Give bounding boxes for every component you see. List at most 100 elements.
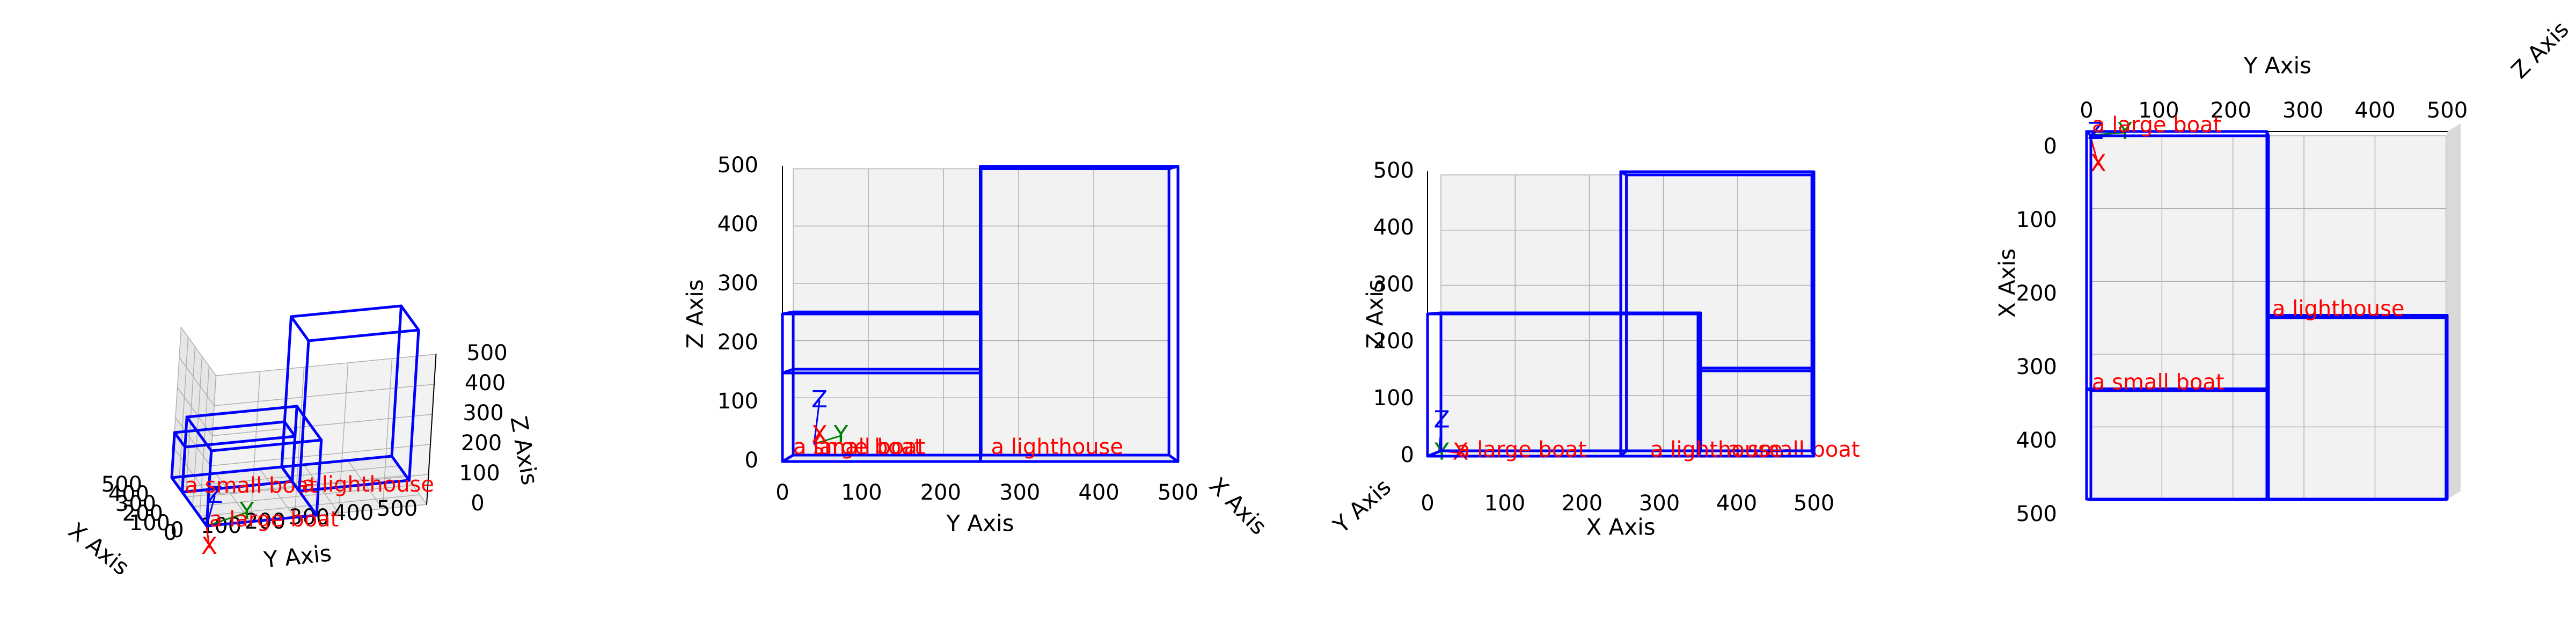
box-label: a large boat <box>1457 437 1586 462</box>
box-edge <box>173 420 286 434</box>
box-edge <box>400 304 420 332</box>
box-edge <box>298 339 310 493</box>
depth-axis-title: Z Axis <box>2506 16 2574 84</box>
z-tick-label: 200 <box>461 431 502 456</box>
grid-line <box>215 354 437 376</box>
box-edge <box>979 453 983 463</box>
box-edge <box>185 405 298 419</box>
box-edge <box>408 328 420 482</box>
box-edge <box>298 479 411 493</box>
vertical-tick-label: 0 <box>745 448 758 473</box>
vertical-tick-label: 0 <box>2044 134 2057 159</box>
box-label: a large boat <box>2092 113 2221 137</box>
box-edge <box>781 453 795 463</box>
vertical-axis-title: X Axis <box>1994 248 2021 318</box>
box-edge <box>1167 453 1180 463</box>
horizontal-tick-label: 200 <box>1562 491 1602 516</box>
box-edge <box>1426 449 1443 458</box>
box-edge <box>2265 130 2270 137</box>
vertical-tick-label: 400 <box>718 212 758 237</box>
horizontal-tick-label: 0 <box>1421 491 1434 516</box>
horizontal-axis-title: Y Axis <box>2243 53 2311 79</box>
box-edge <box>1696 367 1702 372</box>
vertical-tick-label: 200 <box>718 330 758 355</box>
horizontal-tick-label: 100 <box>841 480 882 505</box>
box-edge <box>1696 311 1702 316</box>
grid-line <box>180 327 217 376</box>
vertical-tick-label: 400 <box>1373 215 1414 240</box>
vertical-axis-title: Z Axis <box>1362 279 1388 348</box>
z-direction-label: Z <box>811 386 828 413</box>
box-edge <box>307 328 420 342</box>
vertical-axis-title: Z Axis <box>682 279 708 348</box>
subplot-side-view: 0 100 200 300 400 500 0 100 200 300 400 500 X Axis Z … <box>1328 158 1860 540</box>
box-edge <box>283 420 297 438</box>
vertical-tick-label: 300 <box>2016 355 2057 379</box>
y-direction-arrow <box>206 511 248 527</box>
box-edge <box>205 514 318 528</box>
y-tick-label: 400 <box>333 501 374 525</box>
horizontal-tick-label: 300 <box>2282 98 2323 123</box>
box-edge <box>1426 311 1443 316</box>
box-edge <box>170 431 176 479</box>
box-label: a lighthouse <box>1650 437 1783 462</box>
x-tick-label: 300 <box>115 492 156 516</box>
box-edge <box>295 405 323 442</box>
box-edge <box>781 368 795 375</box>
horizontal-tick-label: 400 <box>1078 480 1119 505</box>
vertical-tick-label: 0 <box>1401 443 1414 467</box>
grid-line <box>177 387 213 436</box>
box-edge <box>781 310 795 316</box>
box-edge <box>280 315 292 469</box>
z-axis-title: Z Axis <box>505 414 543 487</box>
horizontal-tick-label: 200 <box>920 480 961 505</box>
y-direction-arrow <box>813 435 842 445</box>
vertical-tick-label: 200 <box>2016 281 2057 306</box>
horizontal-tick-label: 0 <box>2080 98 2093 123</box>
vertical-tick-label: 400 <box>2016 428 2057 453</box>
subplot-front-view: 0 100 200 300 400 500 0 100 200 300 400 500 Y Axis Z … <box>682 153 1272 540</box>
box-edge <box>390 455 411 482</box>
depth-axis-title: Y Axis <box>1328 473 1396 538</box>
vertical-tick-label: 300 <box>1373 272 1414 297</box>
box-edge <box>979 165 983 170</box>
grid-line <box>259 469 295 518</box>
grid-line <box>214 384 435 406</box>
box-edge <box>170 465 283 479</box>
box-label: a lighthouse <box>991 435 1124 459</box>
x-tick-label: 0 <box>164 521 177 545</box>
vertical-tick-label: 100 <box>1373 386 1414 411</box>
box-edge <box>2265 314 2270 319</box>
horizontal-tick-label: 300 <box>999 480 1040 505</box>
box-label: a small boat <box>185 473 318 498</box>
y-axis-title: Y Axis <box>262 540 333 573</box>
box-edge <box>184 435 297 449</box>
box-edge <box>1619 449 1628 458</box>
box-edge <box>315 438 323 517</box>
z-tick-label: 0 <box>471 491 484 516</box>
x-direction-label: X <box>811 421 828 448</box>
horizontal-tick-label: 500 <box>2427 98 2468 123</box>
box-label: a lighthouse <box>2272 297 2405 321</box>
box-edge <box>2445 314 2449 319</box>
box-edge <box>280 465 301 493</box>
box-edge <box>1167 165 1180 170</box>
box-edge <box>1810 449 1816 458</box>
depth-axis-title: X Axis <box>1204 472 1272 540</box>
box-edge <box>390 304 402 458</box>
horizontal-tick-label: 400 <box>2354 98 2395 123</box>
x-tick-label: 400 <box>108 482 149 507</box>
z-tick-label: 400 <box>465 371 506 396</box>
horizontal-tick-label: 200 <box>2211 98 2251 123</box>
horizontal-tick-label: 500 <box>1794 491 1834 516</box>
box-edge <box>2445 497 2449 501</box>
vertical-tick-label: 100 <box>2016 208 2057 232</box>
box-edge <box>290 304 402 318</box>
box-edge <box>1810 170 1816 177</box>
horizontal-tick-label: 400 <box>1716 491 1757 516</box>
horizontal-tick-label: 0 <box>775 480 789 505</box>
x-direction-label: X <box>2090 150 2106 177</box>
box-edge <box>2085 497 2092 501</box>
y-tick-label: 500 <box>377 496 418 521</box>
